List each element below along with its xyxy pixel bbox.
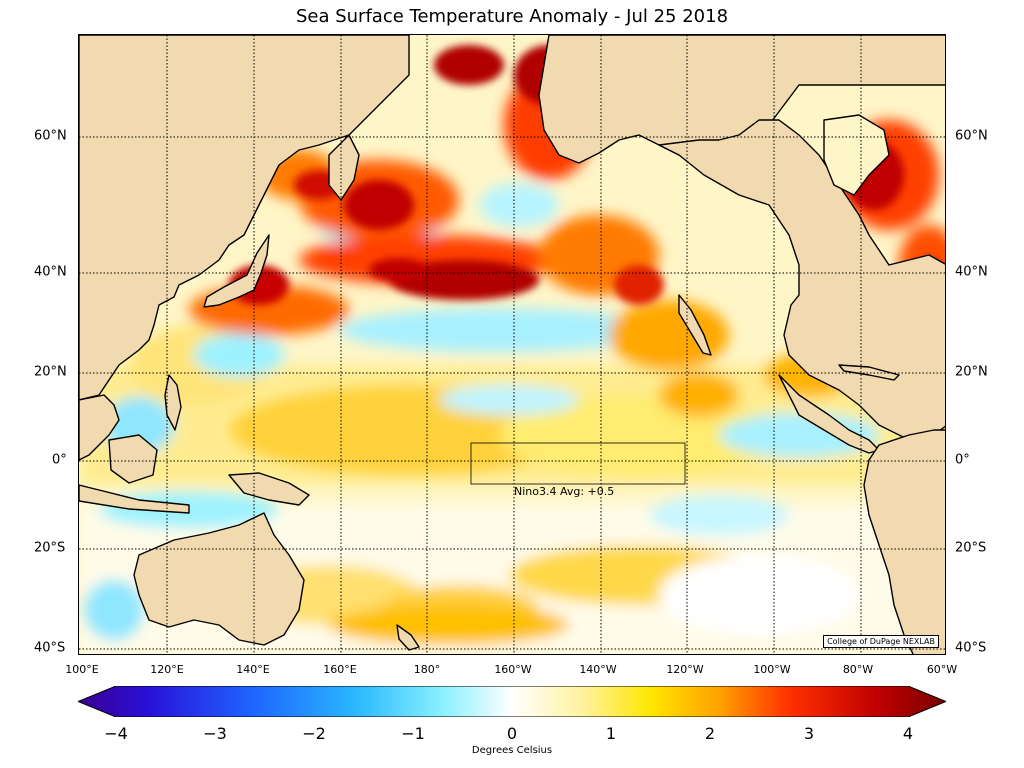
map-title: Sea Surface Temperature Anomaly - Jul 25… (295, 6, 729, 27)
lat-label-right: 60°N (955, 128, 988, 144)
colorbar-tick-label: −3 (203, 724, 227, 743)
indonesia-islands (79, 484, 190, 514)
new-guinea-island (228, 472, 310, 506)
colorbar-tick-label: 4 (902, 724, 914, 743)
lon-label: 140°E (236, 663, 270, 676)
lat-label-right: 20°N (955, 364, 988, 380)
colorbar-tick-label: 2 (704, 724, 716, 743)
lat-label-right: 40°S (955, 640, 987, 656)
lat-label-left: 20°N (34, 364, 67, 380)
indochina-landmass (79, 394, 120, 461)
lon-label: 100°W (753, 663, 791, 676)
graticule (79, 35, 945, 654)
colorbar-tick-label: 1 (605, 724, 617, 743)
credit-label: College of DuPage NEXLAB (823, 635, 939, 648)
south-america-landmass (863, 429, 945, 654)
lon-label: 80°W (842, 663, 874, 676)
kamchatka-peninsula (328, 134, 360, 201)
colorbar-tick-label: −2 (302, 724, 326, 743)
new-zealand-islands (396, 624, 420, 651)
hudson-bay (823, 114, 890, 196)
lon-label: 120°W (666, 663, 704, 676)
sst-anomaly-map: College of DuPage NEXLAB (78, 34, 946, 655)
colorbar-tick-label: 0 (506, 724, 518, 743)
baja-california (678, 294, 712, 356)
lon-label: 120°E (150, 663, 184, 676)
lat-label-left: 0° (52, 452, 67, 468)
australia-landmass (133, 512, 305, 646)
lat-label-left: 40°S (34, 640, 66, 656)
nino34-average-label: Nino3.4 Avg: +0.5 (514, 485, 615, 498)
lon-label: 160°E (323, 663, 357, 676)
land-masses (79, 35, 945, 654)
colorbar-tick-label: 3 (803, 724, 815, 743)
colorbar (78, 686, 946, 717)
lat-label-right: 40°N (955, 264, 988, 280)
colorbar-tick-label: −1 (401, 724, 425, 743)
philippines-islands (164, 374, 182, 431)
lat-label-right: 20°S (955, 540, 987, 556)
lon-label: 100°E (65, 663, 99, 676)
borneo-island (108, 434, 158, 484)
japan-islands (203, 234, 270, 308)
lon-label: 180° (413, 663, 441, 676)
colorbar-tick-label: −4 (104, 724, 128, 743)
cuba-island (838, 364, 900, 381)
lat-label-left: 40°N (34, 264, 67, 280)
colorbar-label: Degrees Celsius (471, 745, 553, 756)
lat-label-left: 60°N (34, 128, 67, 144)
lat-label-right: 0° (955, 452, 970, 468)
lat-label-left: 20°S (34, 540, 66, 556)
lon-label: 140°W (579, 663, 617, 676)
colorbar-gradient (78, 686, 946, 717)
nino34-region-box (470, 442, 686, 485)
lon-label: 60°W (926, 663, 958, 676)
lon-label: 160°W (494, 663, 532, 676)
